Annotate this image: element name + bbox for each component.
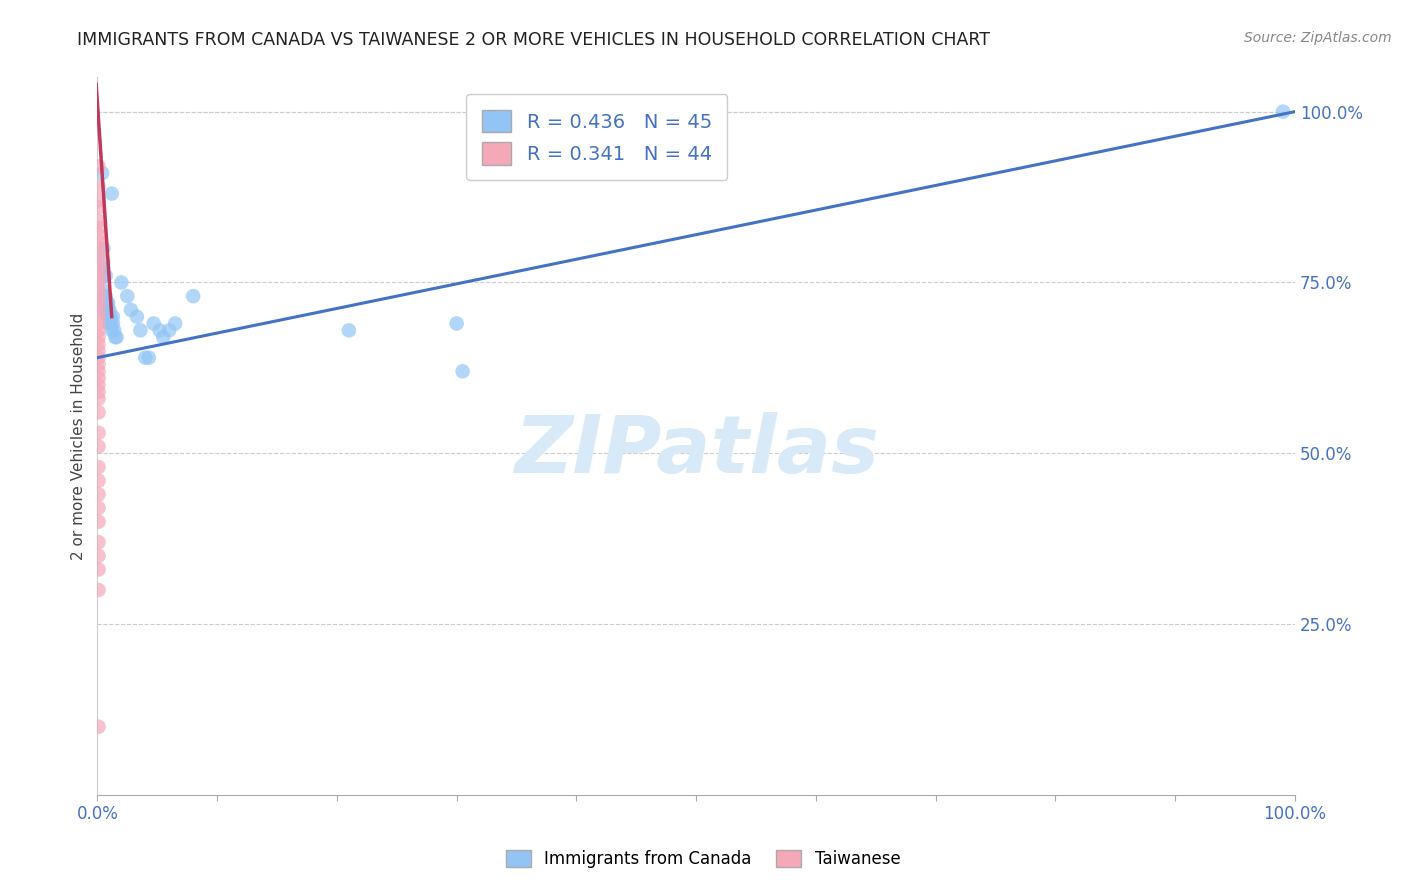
Point [87, 261, 110, 276]
Point [87, 460, 110, 475]
Point [94, 289, 117, 303]
Point [87, 440, 110, 454]
Point [87, 159, 110, 173]
Point [125, 310, 148, 324]
Point [87, 384, 110, 399]
Point [87, 582, 110, 597]
Point [138, 351, 160, 365]
Point [87, 343, 110, 358]
Point [87, 515, 110, 529]
Point [87, 255, 110, 269]
Point [93, 289, 115, 303]
Point [110, 276, 132, 290]
Point [152, 330, 174, 344]
Point [91, 255, 114, 269]
Point [94, 296, 117, 310]
Point [91, 241, 114, 255]
Point [101, 310, 124, 324]
Point [87, 282, 110, 296]
Point [87, 358, 110, 372]
Point [142, 317, 165, 331]
Point [87, 310, 110, 324]
Point [100, 186, 122, 201]
Legend: R = 0.436   N = 45, R = 0.341   N = 44: R = 0.436 N = 45, R = 0.341 N = 44 [467, 95, 727, 180]
Point [451, 364, 474, 378]
Point [87, 330, 110, 344]
Point [98, 317, 121, 331]
Point [91, 282, 114, 296]
Point [149, 323, 172, 337]
Point [96, 296, 118, 310]
Point [87, 337, 110, 351]
Point [87, 720, 110, 734]
Point [87, 364, 110, 378]
Point [100, 317, 122, 331]
Point [87, 227, 110, 242]
Point [101, 317, 124, 331]
Point [120, 302, 142, 317]
Point [87, 378, 110, 392]
Point [129, 323, 152, 337]
Point [87, 487, 110, 501]
Point [87, 392, 110, 406]
Point [97, 302, 120, 317]
Point [337, 323, 360, 337]
Point [87, 351, 110, 365]
Point [87, 220, 110, 235]
Point [87, 214, 110, 228]
Point [87, 474, 110, 488]
Point [117, 289, 139, 303]
Point [87, 317, 110, 331]
Point [87, 179, 110, 194]
Point [98, 310, 121, 324]
Point [87, 194, 110, 208]
Point [134, 351, 156, 365]
Point [87, 289, 110, 303]
Point [96, 302, 118, 317]
Point [91, 166, 114, 180]
Point [87, 302, 110, 317]
Point [105, 330, 128, 344]
Text: Source: ZipAtlas.com: Source: ZipAtlas.com [1244, 31, 1392, 45]
Point [87, 268, 110, 283]
Point [97, 310, 120, 324]
Point [87, 235, 110, 249]
Point [87, 501, 110, 516]
Text: IMMIGRANTS FROM CANADA VS TAIWANESE 2 OR MORE VEHICLES IN HOUSEHOLD CORRELATION : IMMIGRANTS FROM CANADA VS TAIWANESE 2 OR… [77, 31, 990, 49]
Point [87, 549, 110, 563]
Text: ZIPatlas: ZIPatlas [513, 411, 879, 490]
Point [104, 330, 127, 344]
Point [100, 323, 122, 337]
Point [87, 535, 110, 549]
Point [87, 425, 110, 440]
Point [1272, 104, 1295, 119]
Point [87, 296, 110, 310]
Point [87, 276, 110, 290]
Point [97, 296, 120, 310]
Point [446, 317, 468, 331]
Point [157, 323, 180, 337]
Point [87, 248, 110, 262]
Point [100, 310, 122, 324]
Point [91, 268, 114, 283]
Point [93, 302, 115, 317]
Point [87, 323, 110, 337]
Point [87, 562, 110, 576]
Legend: Immigrants from Canada, Taiwanese: Immigrants from Canada, Taiwanese [499, 843, 907, 875]
Point [165, 317, 187, 331]
Point [87, 200, 110, 214]
Point [94, 268, 117, 283]
Point [87, 371, 110, 385]
Point [91, 261, 114, 276]
Point [87, 241, 110, 255]
Y-axis label: 2 or more Vehicles in Household: 2 or more Vehicles in Household [72, 312, 86, 560]
Point [181, 289, 204, 303]
Point [103, 323, 125, 337]
Point [87, 405, 110, 419]
Point [98, 302, 121, 317]
